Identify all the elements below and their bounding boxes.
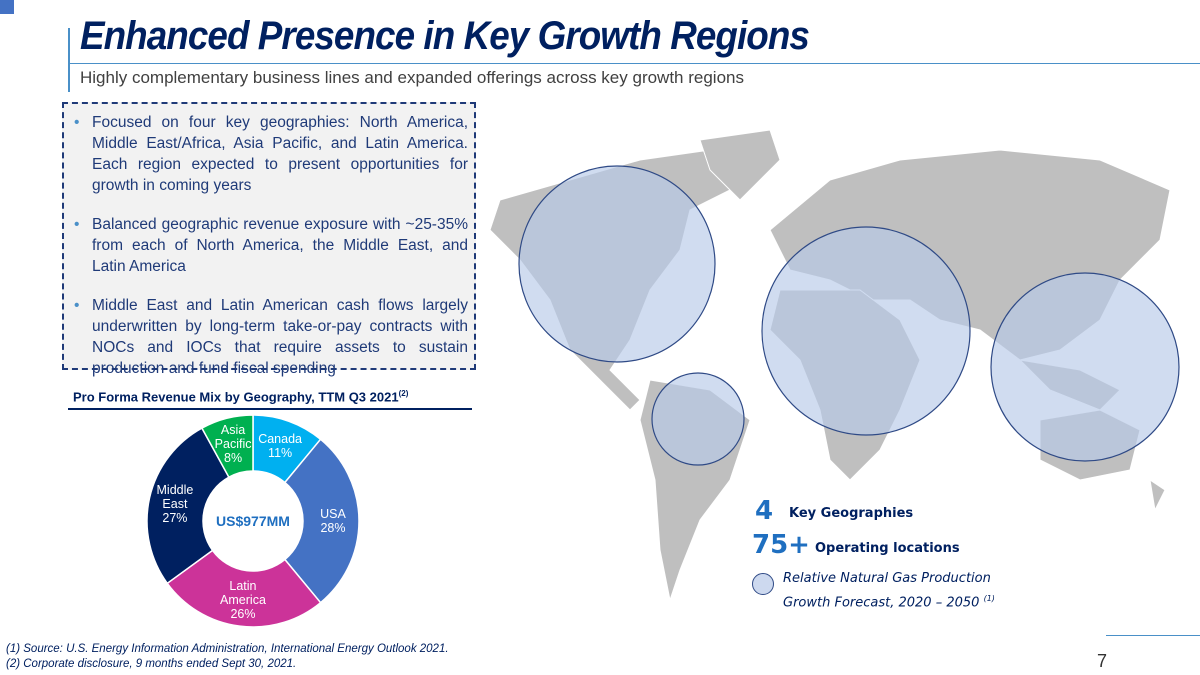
donut-label-category: Pacific: [214, 436, 252, 451]
chart-title-rule: [68, 408, 472, 410]
stat-geographies-value: 4: [755, 496, 774, 526]
donut-label: Middle East 27%: [157, 483, 194, 525]
bullet-item: • Focused on four key geographies: North …: [74, 112, 468, 196]
africa: [769, 289, 921, 481]
bullet-icon: •: [74, 216, 80, 233]
donut-label: Asia Pacific 8%: [215, 423, 252, 465]
page-subtitle: Highly complementary business lines and …: [80, 68, 744, 87]
new-zealand: [1149, 478, 1166, 512]
brand-corner-mark: [0, 0, 14, 14]
map-legend: Relative Natural Gas Production Growth F…: [783, 569, 995, 613]
donut-label-category: USA: [320, 507, 346, 521]
donut-label-category: Asia: [220, 422, 246, 437]
page-title: Enhanced Presence in Key Growth Regions: [80, 14, 810, 58]
stat-locations-value: 75+: [752, 530, 810, 560]
chart-title-text: Pro Forma Revenue Mix by Geography, TTM …: [73, 389, 399, 405]
donut-label-category: America: [220, 593, 266, 608]
page-number: 7: [1097, 651, 1108, 671]
australia: [1039, 409, 1141, 481]
bullet-icon: •: [74, 297, 80, 314]
bullet-item: • Middle East and Latin American cash flo…: [74, 295, 468, 379]
donut-label-value: 11%: [268, 445, 293, 460]
chart-title: Pro Forma Revenue Mix by Geography, TTM …: [73, 389, 408, 404]
donut-slice-usa: [283, 438, 360, 604]
title-divider: [70, 63, 1200, 64]
donut-slice-latin-america: [166, 549, 322, 628]
donut-label-category: East: [162, 496, 188, 511]
donut-slice-middle-east: [146, 427, 230, 585]
footnote-1: (1) Source: U.S. Energy Information Admi…: [6, 643, 449, 655]
donut-label-value: 26%: [230, 607, 256, 622]
legend-line-1: Relative Natural Gas Production: [783, 571, 991, 586]
bullet-text: Focused on four key geographies: North A…: [92, 114, 468, 194]
bullet-item: • Balanced geographic revenue exposure wi…: [74, 214, 468, 277]
bullet-text: Balanced geographic revenue exposure wit…: [92, 216, 468, 275]
bullet-text: Middle East and Latin American cash flow…: [92, 297, 468, 377]
title-accent-line: [68, 28, 70, 92]
world-map: [489, 129, 1171, 602]
legend-line-2: Growth Forecast, 2020 – 2050: [783, 595, 980, 611]
donut-slice-asia-pacific: [200, 414, 254, 479]
legend-circle-icon: [752, 573, 774, 595]
donut-label-category: Latin: [229, 579, 257, 594]
donut-label-value: 8%: [224, 450, 243, 465]
donut-label: Canada 11%: [258, 432, 302, 460]
south-america: [639, 379, 751, 602]
chart-title-footnote: (2): [398, 389, 409, 398]
stat-locations-label: Operating locations: [815, 541, 960, 556]
key-points-box: • Focused on four key geographies: North …: [62, 102, 476, 377]
donut-center-total: US$977MM: [216, 513, 290, 529]
donut-label-category: Canada: [258, 431, 302, 446]
page-number-rule: [1106, 635, 1200, 636]
bullet-icon: •: [74, 114, 80, 131]
donut-label: Latin America 26%: [220, 579, 266, 621]
landmasses: [489, 129, 1171, 602]
footnote-2: (2) Corporate disclosure, 9 months ended…: [6, 658, 297, 670]
donut-label-value: 27%: [162, 510, 188, 525]
greenland: [699, 129, 781, 201]
north-america: [489, 149, 762, 411]
donut-label: USA 28%: [320, 507, 346, 535]
donut-label-category: Middle: [156, 482, 194, 497]
stat-geographies-label: Key Geographies: [789, 506, 914, 521]
donut-label-value: 28%: [320, 521, 346, 535]
southeast-asia: [1018, 359, 1121, 411]
legend-footnote: (1): [983, 594, 995, 603]
